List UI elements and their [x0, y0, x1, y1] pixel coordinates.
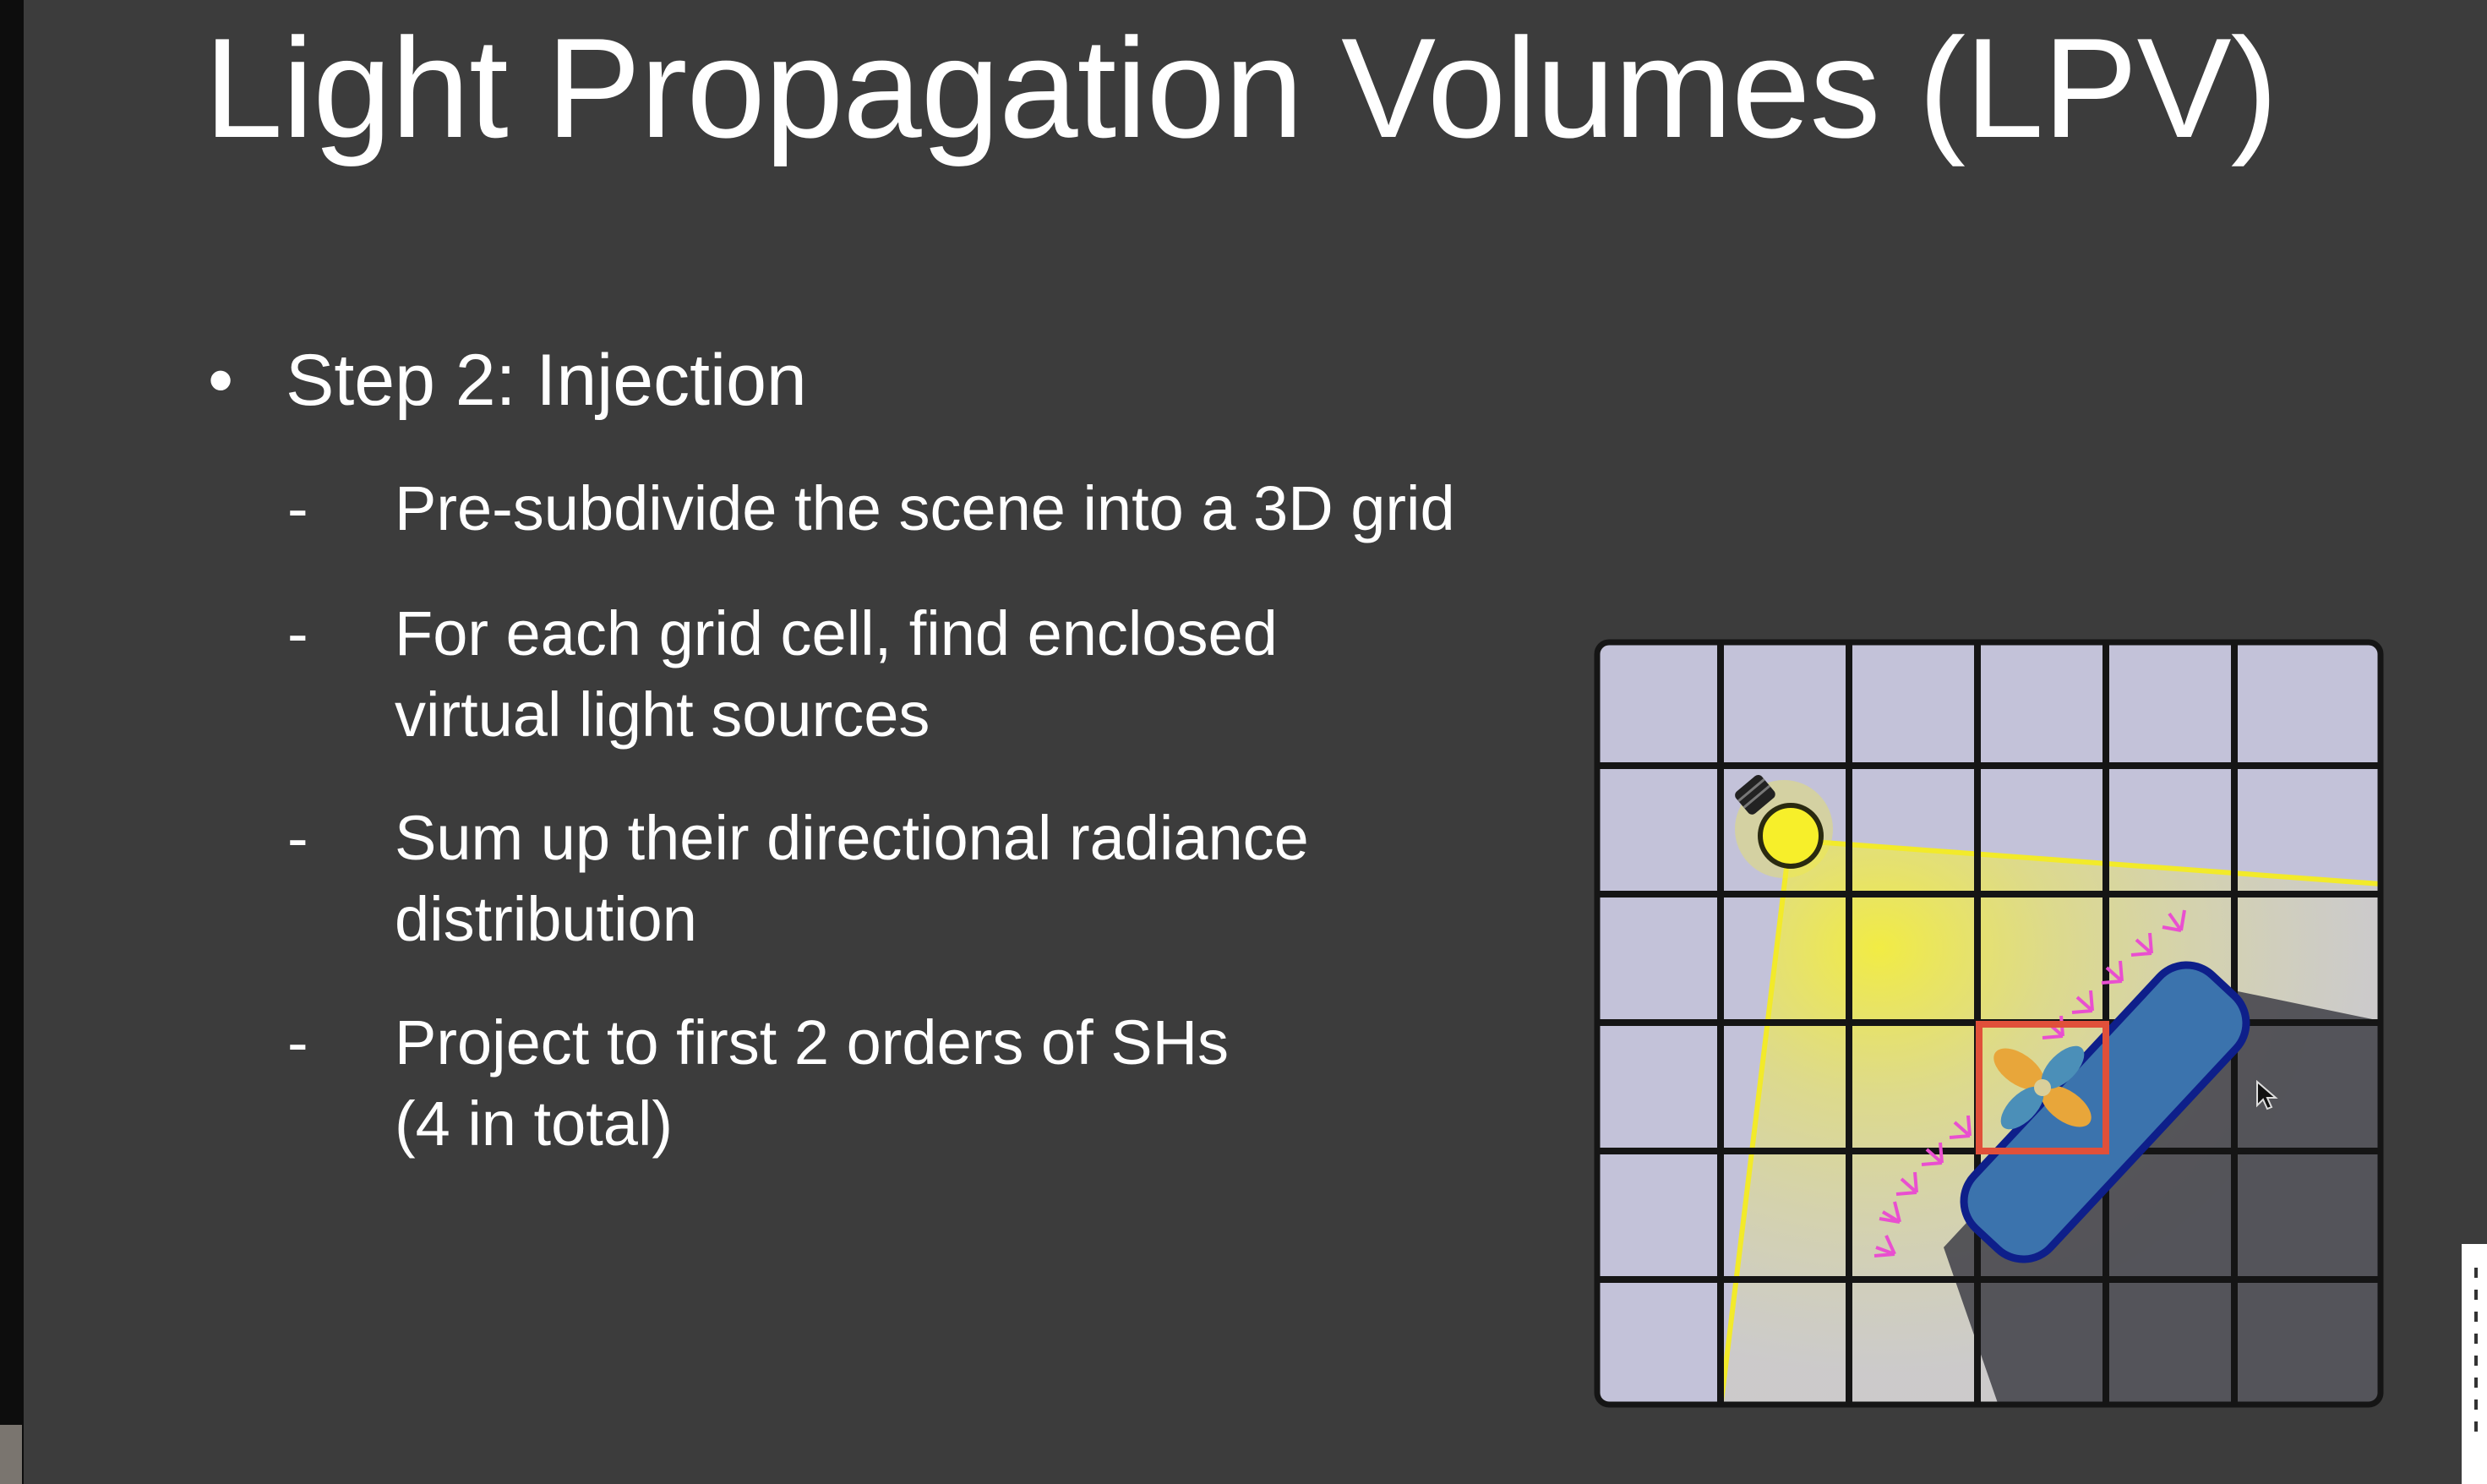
window-right-edge	[2457, 0, 2487, 1484]
sub-item-line: Sum up their directional radiance	[395, 803, 1309, 873]
window-corner-tab	[0, 1425, 22, 1484]
bullet-step: • Step 2: Injection	[208, 334, 807, 427]
highlighted-grid-cell	[1976, 1021, 2109, 1154]
sub-item-line: distribution	[395, 884, 697, 954]
adjacent-window-marks	[2474, 1268, 2478, 1437]
shadow-region	[1944, 977, 2381, 1405]
dash-marker: -	[287, 598, 308, 668]
lpv-grid-figure	[1594, 639, 2384, 1408]
dash-marker: -	[287, 473, 308, 543]
dash-marker: -	[287, 1007, 308, 1078]
light-bulb-icon	[1735, 774, 1833, 878]
light-ray-top	[1789, 837, 2381, 887]
grid-border	[1594, 639, 2384, 1408]
bullet-marker: •	[208, 340, 234, 421]
sub-item-line: (4 in total)	[395, 1088, 674, 1159]
sub-item-line: For each grid cell, find enclosed	[395, 598, 1278, 668]
slide-title: Light Propagation Volumes (LPV)	[204, 8, 2277, 167]
bullet-text: Step 2: Injection	[286, 340, 807, 421]
sub-item-line: Pre-subdivide the scene into a 3D grid	[395, 473, 1455, 543]
light-ray-left	[1718, 839, 1792, 1405]
presentation-slide: Light Propagation Volumes (LPV) • Step 2:…	[24, 0, 2457, 1484]
sub-item-line: Project to first 2 orders of SHs	[395, 1007, 1230, 1078]
dash-marker: -	[287, 803, 308, 873]
sub-item-line: virtual light sources	[395, 679, 930, 750]
mouse-pointer-icon	[2256, 1080, 2278, 1110]
window-left-edge	[0, 0, 24, 1484]
sh-lobes-icon	[1993, 1045, 2092, 1130]
